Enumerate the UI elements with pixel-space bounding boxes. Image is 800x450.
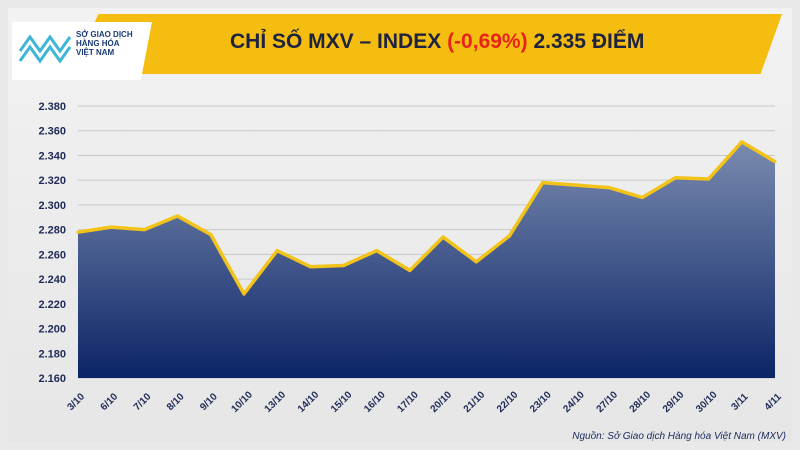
logo-line: SỞ GIAO DỊCH xyxy=(76,30,133,39)
x-tick-label: 28/10 xyxy=(628,389,654,415)
x-tick-label: 3/10 xyxy=(65,391,87,413)
x-tick-label: 23/10 xyxy=(528,389,554,415)
title-banner xyxy=(70,14,782,74)
x-tick-label: 20/10 xyxy=(429,389,455,415)
data-point xyxy=(408,268,412,272)
data-point xyxy=(541,181,545,185)
data-point xyxy=(308,265,312,269)
y-tick-label: 2.320 xyxy=(38,175,66,187)
y-tick-label: 2.280 xyxy=(38,225,66,237)
x-tick-label: 4/11 xyxy=(763,391,784,412)
y-tick-label: 2.180 xyxy=(38,348,66,360)
area-fill xyxy=(78,141,775,378)
data-point xyxy=(342,263,346,267)
data-point xyxy=(109,225,113,229)
data-point xyxy=(176,214,180,218)
chart-title: CHỈ SỐ MXV – INDEX (-0,69%) 2.335 ĐIỂM xyxy=(230,30,644,54)
y-tick-label: 2.360 xyxy=(38,126,66,138)
data-point xyxy=(707,177,711,181)
data-point xyxy=(607,186,611,190)
data-point xyxy=(142,228,146,232)
y-tick-label: 2.260 xyxy=(38,249,66,261)
x-tick-label: 13/10 xyxy=(263,389,289,415)
data-point xyxy=(441,235,445,239)
data-point xyxy=(209,233,213,237)
x-tick-label: 29/10 xyxy=(661,389,687,415)
x-tick-label: 27/10 xyxy=(595,389,621,415)
x-tick-label: 6/10 xyxy=(99,391,121,413)
data-point xyxy=(640,195,644,199)
x-tick-label: 22/10 xyxy=(495,389,521,415)
y-tick-label: 2.340 xyxy=(38,150,66,162)
x-tick-label: 30/10 xyxy=(694,389,720,415)
data-point xyxy=(574,183,578,187)
x-tick-label: 7/10 xyxy=(132,391,154,413)
x-tick-label: 21/10 xyxy=(462,389,488,415)
y-tick-label: 2.200 xyxy=(38,324,66,336)
logo-line: HÀNG HÓA xyxy=(76,39,120,48)
data-point xyxy=(507,234,511,238)
y-tick-label: 2.160 xyxy=(38,373,66,385)
x-tick-label: 24/10 xyxy=(561,389,587,415)
title-value: 2.335 ĐIỂM xyxy=(533,30,645,53)
y-tick-label: 2.240 xyxy=(38,274,66,286)
series-line xyxy=(77,140,776,296)
mxv-logo: SỞ GIAO DỊCH HÀNG HÓA VIỆT NAM xyxy=(12,22,152,80)
x-tick-label: 10/10 xyxy=(229,389,255,415)
data-point xyxy=(773,160,777,164)
x-tick-label: 3/11 xyxy=(729,391,750,412)
data-point xyxy=(242,292,246,296)
y-tick-label: 2.220 xyxy=(38,299,66,311)
x-tick-label: 14/10 xyxy=(296,389,322,415)
x-tick-label: 8/10 xyxy=(165,391,187,413)
logo-mark-icon xyxy=(18,34,72,64)
data-point xyxy=(275,249,279,253)
logo-line: VIỆT NAM xyxy=(76,48,115,57)
y-tick-label: 2.380 xyxy=(38,101,66,113)
data-point xyxy=(375,249,379,253)
x-tick-label: 16/10 xyxy=(362,389,388,415)
x-tick-label: 15/10 xyxy=(329,389,355,415)
x-tick-label: 9/10 xyxy=(198,391,220,413)
data-point xyxy=(740,140,744,144)
data-point xyxy=(76,230,80,234)
title-main: CHỈ SỐ MXV – INDEX xyxy=(230,30,442,53)
title-change: (-0,69%) xyxy=(447,30,528,53)
source-note: Nguồn: Sở Giao dịch Hàng hóa Việt Nam (M… xyxy=(572,431,786,442)
data-point xyxy=(474,260,478,264)
data-point xyxy=(673,176,677,180)
x-tick-label: 17/10 xyxy=(395,389,421,415)
y-tick-label: 2.300 xyxy=(38,200,66,212)
